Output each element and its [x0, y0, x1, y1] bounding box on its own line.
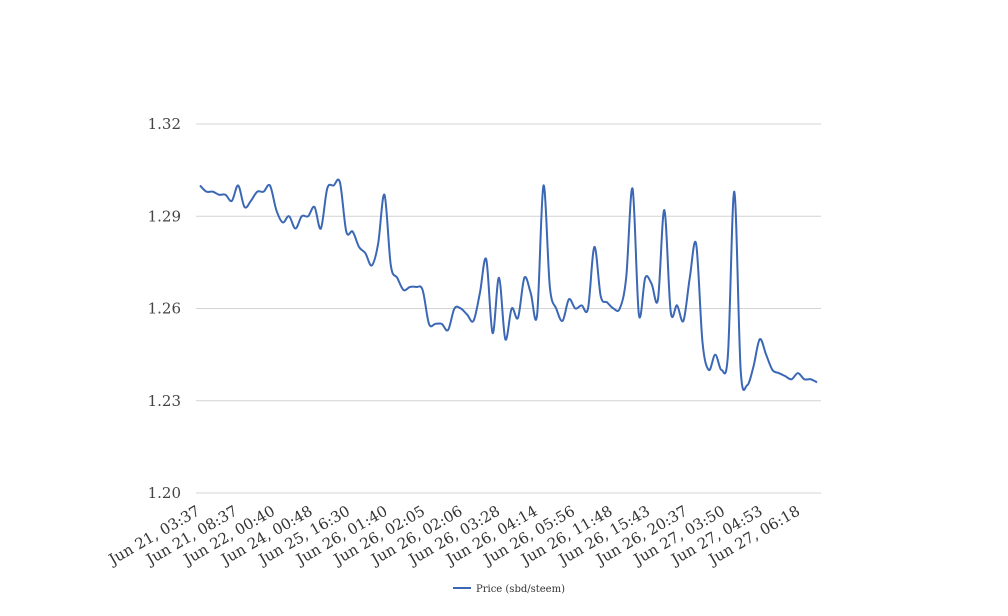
legend: Price (sbd/steem): [453, 584, 565, 595]
y-tick-label: 1.32: [148, 115, 181, 133]
grid-lines: [196, 123, 821, 494]
y-tick-label: 1.23: [148, 392, 181, 410]
y-tick-label: 1.29: [148, 207, 181, 225]
y-axis-ticks: 1.20 1.23 1.26 1.29 1.32: [148, 115, 181, 502]
y-tick-label: 1.20: [148, 484, 181, 502]
series-line[interactable]: [199, 178, 818, 391]
y-tick-label: 1.26: [148, 300, 181, 318]
series-layer: [199, 178, 818, 391]
legend-label[interactable]: Price (sbd/steem): [476, 584, 565, 595]
